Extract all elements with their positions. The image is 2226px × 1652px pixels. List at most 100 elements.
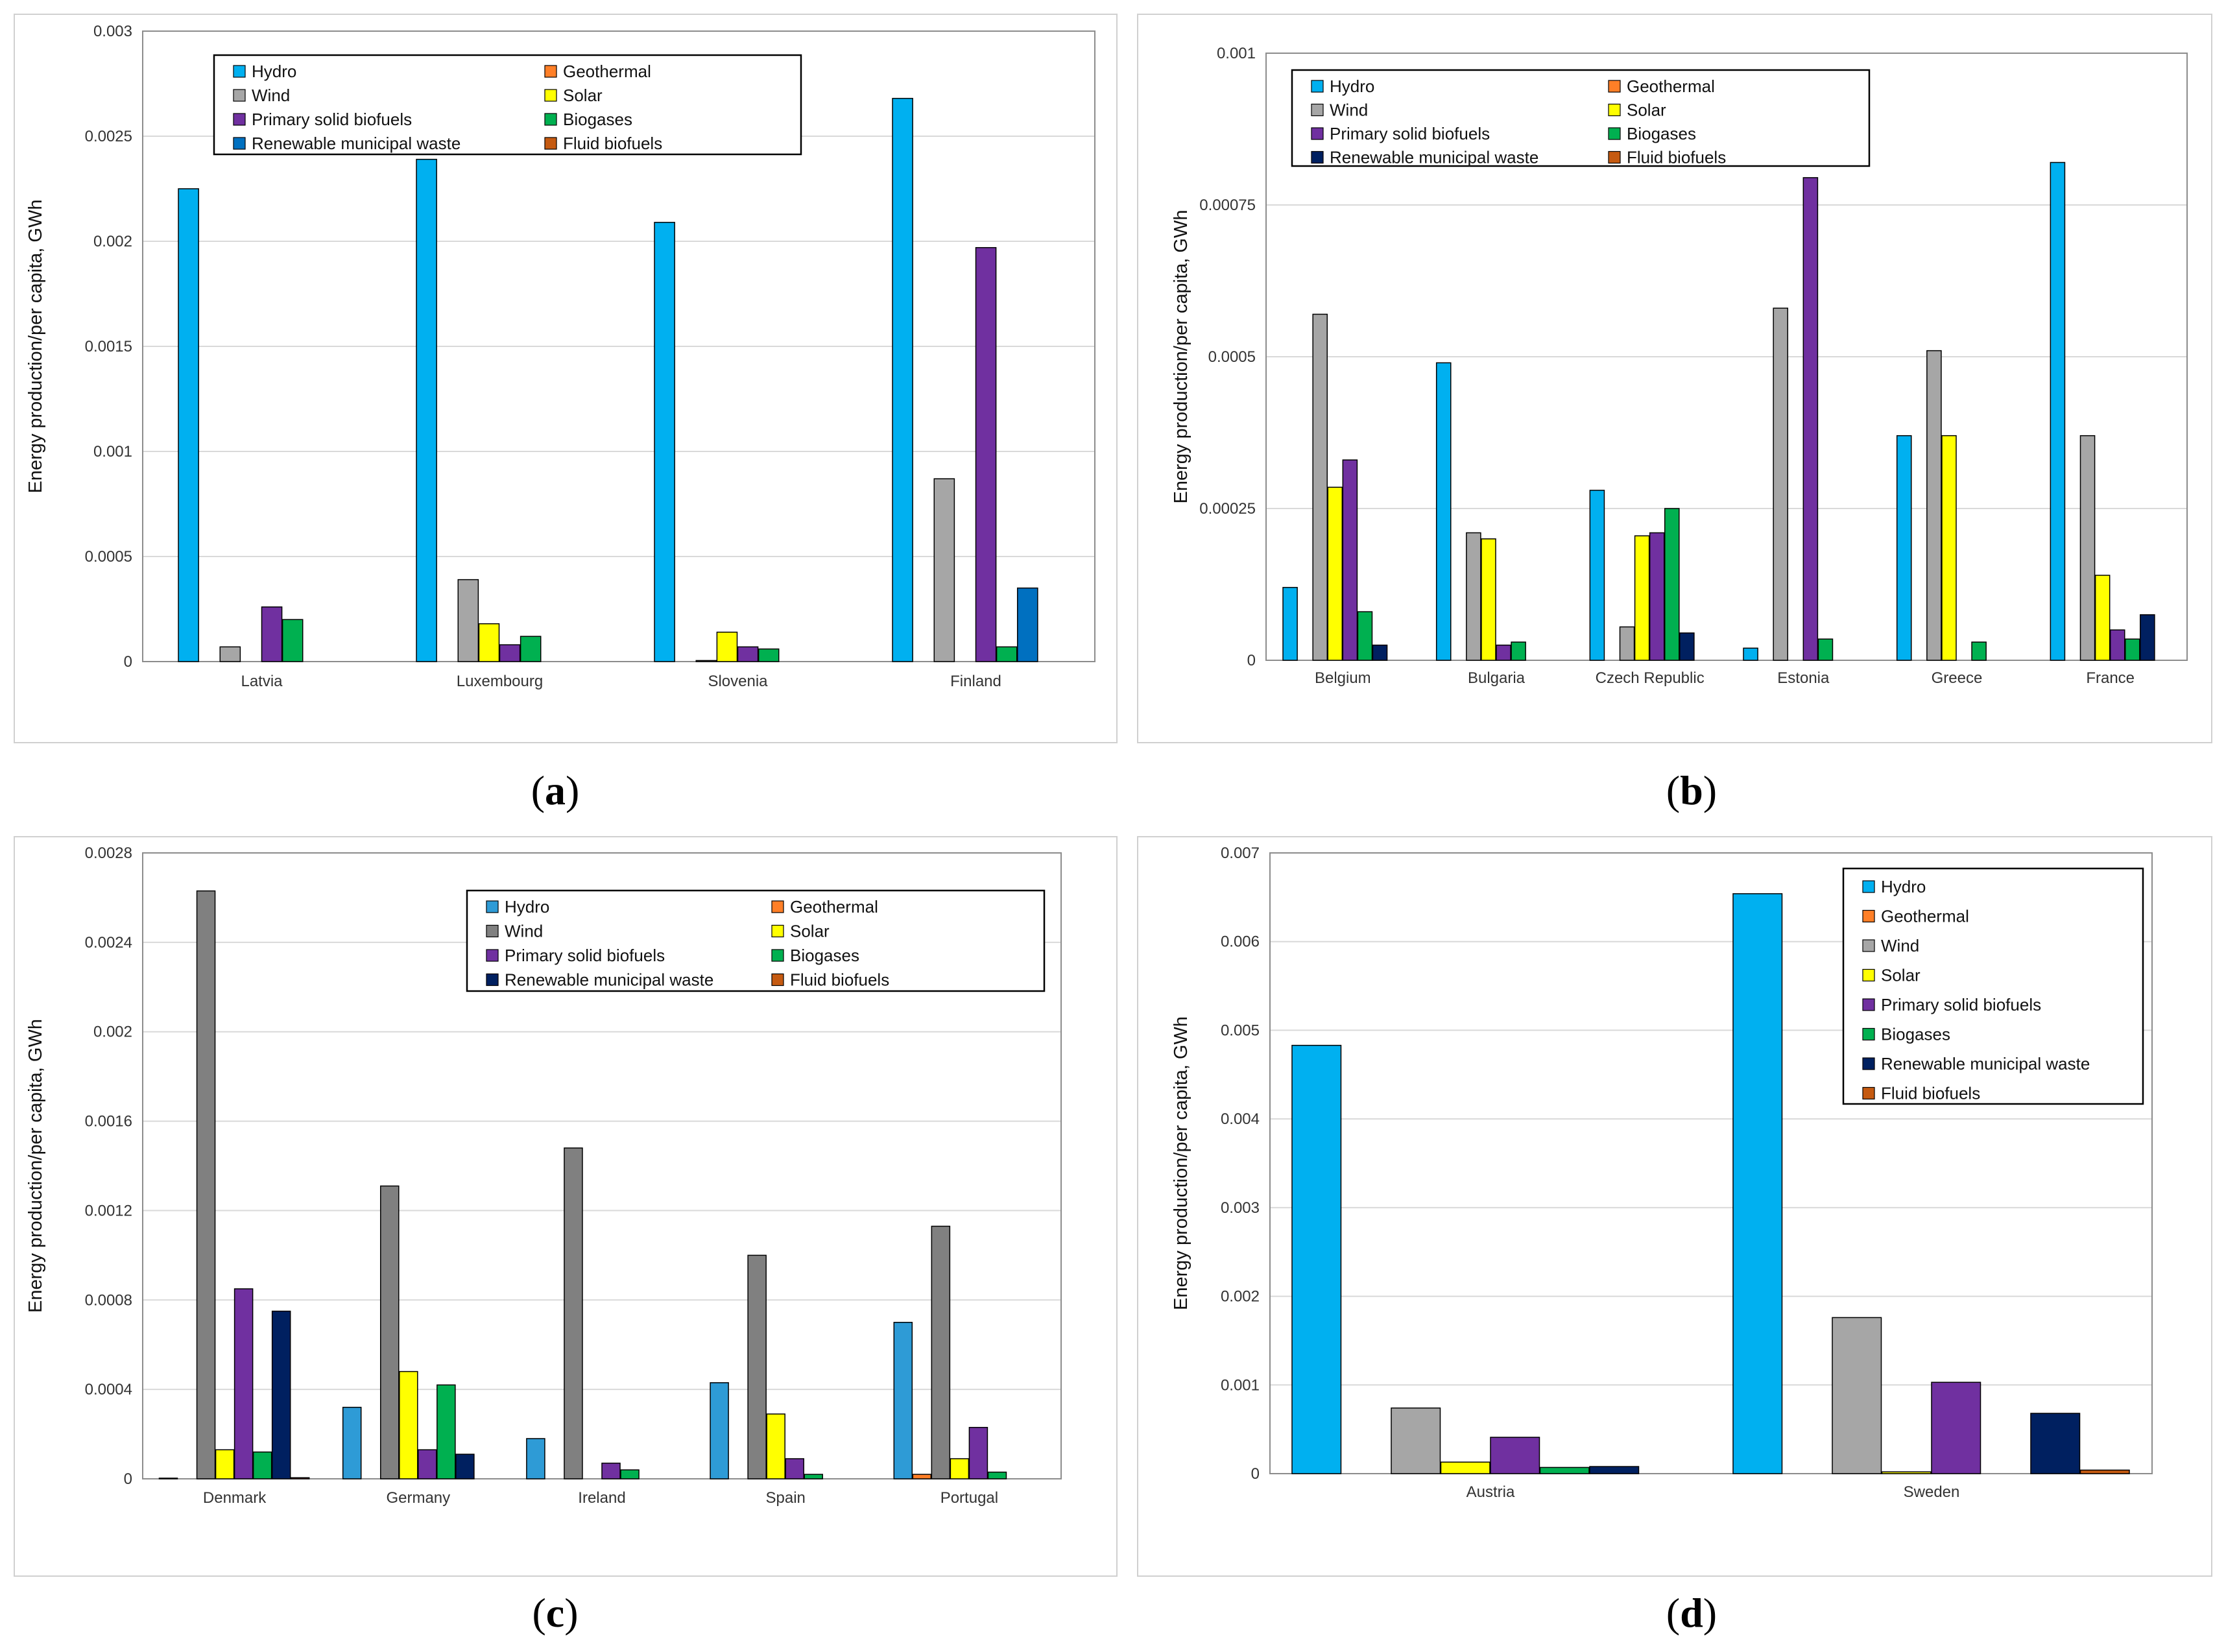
panel-a-ytick-label: 0.003	[93, 23, 132, 40]
panel-a-ytick-label: 0.0015	[85, 338, 132, 355]
panel-c-bar-denmark-hydro	[158, 1478, 178, 1479]
panel-c-bar-portugal-hydro	[893, 1322, 913, 1479]
panel-b-bar-bulgaria-hydro	[1435, 362, 1452, 661]
panel-c-legend-swatch-biogases	[771, 949, 784, 962]
panel-d-legend-label: Renewable municipal waste	[1881, 1054, 2090, 1073]
panel-a-legend-swatch-geothermal	[544, 65, 557, 78]
panel-a-ytick-label: 0	[124, 653, 132, 671]
panel-c-bar-germany-renewable-municipal-waste	[455, 1454, 475, 1479]
panel-d-bar-sweden-renewable-municipal-waste	[2030, 1413, 2081, 1474]
panel-a-legend-swatch-biogases	[544, 113, 557, 126]
panel-b-ytick-label: 0.00075	[1199, 197, 1256, 214]
panel-d-legend-label: Primary solid biofuels	[1881, 995, 2041, 1014]
panel-c-legend-swatch-hydro	[486, 900, 499, 913]
panel-a-bar-luxembourg-hydro	[416, 158, 437, 662]
panel-c-bar-denmark-wind	[196, 890, 216, 1479]
panel-c-category-label: Denmark	[203, 1489, 267, 1507]
panel-b-legend-label: Fluid biofuels	[1627, 148, 1726, 167]
panel-d-ytick-label: 0	[1251, 1465, 1260, 1483]
panel-c-bar-denmark-biogases	[252, 1451, 272, 1479]
panel-d-chart: 0 0.001 0.002 0.003 0.004 0.005 0.006 0.007 Ener…	[1137, 836, 2212, 1636]
panel-d-bar-austria-biogases	[1539, 1466, 1590, 1474]
panel-a-bar-latvia-hydro	[178, 188, 199, 662]
panel-a-ytick-label: 0.0025	[85, 128, 132, 145]
panel-d-bar-austria-solar	[1440, 1461, 1490, 1474]
panel-c-chart: 0 0.0004 0.0008 0.0012 0.0016 0.002 0.0024 0.00…	[14, 836, 1118, 1636]
panel-a-legend-swatch-hydro	[233, 65, 246, 78]
panel-a-legend	[213, 54, 802, 156]
panel-b-bar-france-solar	[2094, 575, 2111, 661]
panel-d-legend-swatch-fluid-biofuels	[1862, 1086, 1875, 1100]
panel-b-bar-czech-republic-renewable-municipal-waste	[1679, 632, 1695, 661]
panel-c-bar-spain-wind	[747, 1254, 767, 1479]
panel-b-legend-label: Renewable municipal waste	[1330, 148, 1538, 167]
panel-b-bar-czech-republic-solar	[1634, 535, 1650, 661]
panel-d-legend-swatch-hydro	[1862, 880, 1875, 893]
panel-b-bar-france-wind	[2079, 435, 2096, 661]
panel-d-legend-swatch-renewable-municipal-waste	[1862, 1057, 1875, 1070]
panel-c-ytick-label: 0.0012	[85, 1202, 132, 1219]
panel-a-bar-luxembourg-biogases	[520, 636, 542, 662]
panel-c-bar-spain-primary-solid-biofuels	[785, 1458, 804, 1479]
panel-b-bar-belgium-primary-solid-biofuels	[1342, 459, 1358, 661]
panel-d-ytick-label: 0.003	[1221, 1199, 1260, 1217]
panel-b-bar-czech-republic-primary-solid-biofuels	[1649, 532, 1665, 661]
panel-b-bar-belgium-hydro	[1282, 586, 1298, 661]
panel-d-ytick-label: 0.007	[1221, 844, 1260, 862]
panel-b-category-label: Greece	[1932, 669, 1983, 687]
panel-a-category-label: Slovenia	[708, 673, 768, 690]
panel-c-bar-germany-biogases	[437, 1384, 456, 1479]
panel-d-legend-swatch-wind	[1862, 939, 1875, 952]
panel-c-legend-label: Solar	[790, 922, 830, 941]
panel-b-bar-belgium-wind	[1312, 313, 1328, 661]
panel-d-legend	[1842, 867, 2144, 1105]
panel-b-bar-bulgaria-biogases	[1511, 641, 1526, 661]
panel-d-bar-sweden-wind	[1832, 1317, 1882, 1474]
panel-a-bar-luxembourg-solar	[478, 623, 500, 662]
panel-b-legend-label: Geothermal	[1627, 77, 1715, 96]
panel-b-ytick-label: 0.00025	[1199, 500, 1256, 518]
panel-b-legend-swatch-primary-solid-biofuels	[1311, 127, 1324, 140]
panel-c-legend-swatch-fluid-biofuels	[771, 973, 784, 987]
panel-c-legend-swatch-solar	[771, 924, 784, 938]
panel-a-category-label: Luxembourg	[457, 673, 543, 690]
panel-d-bar-austria-primary-solid-biofuels	[1490, 1437, 1540, 1474]
panel-c-ytick-label: 0.0004	[85, 1381, 132, 1398]
panel-d-plot-area	[1269, 852, 2153, 1474]
panel-a-legend-label: Biogases	[563, 110, 632, 129]
panel-a-bar-slovenia-wind	[695, 660, 717, 662]
panel-b-bar-france-hydro	[2050, 162, 2066, 661]
panel-b-bar-estonia-biogases	[1817, 638, 1834, 661]
panel-a-plot-area	[142, 30, 1095, 662]
panel-c-bar-germany-hydro	[342, 1406, 362, 1479]
panel-b-bar-belgium-solar	[1327, 486, 1343, 661]
panel-b-legend-swatch-geothermal	[1608, 80, 1621, 93]
panel-a-legend-label: Renewable municipal waste	[252, 134, 461, 153]
panel-d-legend-swatch-solar	[1862, 968, 1875, 982]
panel-c-bar-portugal-geothermal	[912, 1474, 932, 1479]
panel-c-legend-label: Fluid biofuels	[790, 970, 889, 990]
panel-d-legend-label: Solar	[1881, 966, 1921, 985]
panel-a-legend-label: Solar	[563, 86, 603, 105]
panel-c-bar-denmark-primary-solid-biofuels	[233, 1288, 254, 1479]
panel-c-bar-portugal-primary-solid-biofuels	[968, 1426, 988, 1479]
panel-b-bar-estonia-hydro	[1743, 647, 1758, 661]
panel-d-label: (d)	[1666, 1590, 1717, 1636]
panel-b-label: (b)	[1666, 767, 1717, 813]
panel-b-bar-bulgaria-solar	[1481, 538, 1496, 661]
panel-c-bar-germany-solar	[399, 1371, 418, 1479]
panel-c-bar-spain-hydro	[710, 1382, 729, 1479]
panel-b-legend-swatch-wind	[1311, 103, 1324, 117]
panel-d-legend-swatch-geothermal	[1862, 909, 1875, 923]
panel-c-legend-swatch-renewable-municipal-waste	[486, 973, 499, 987]
panel-a-category-label: Finland	[950, 673, 1001, 690]
panel-a-bar-slovenia-primary-solid-biofuels	[737, 646, 759, 662]
panel-b-legend-label: Solar	[1627, 101, 1666, 120]
panel-a-legend-label: Fluid biofuels	[563, 134, 662, 153]
panel-a-bar-latvia-biogases	[281, 619, 304, 662]
panel-a-bar-slovenia-hydro	[654, 222, 675, 662]
panel-b-legend-label: Hydro	[1330, 77, 1374, 96]
panel-b-legend-swatch-biogases	[1608, 127, 1621, 140]
panel-a-legend-swatch-primary-solid-biofuels	[233, 113, 246, 126]
